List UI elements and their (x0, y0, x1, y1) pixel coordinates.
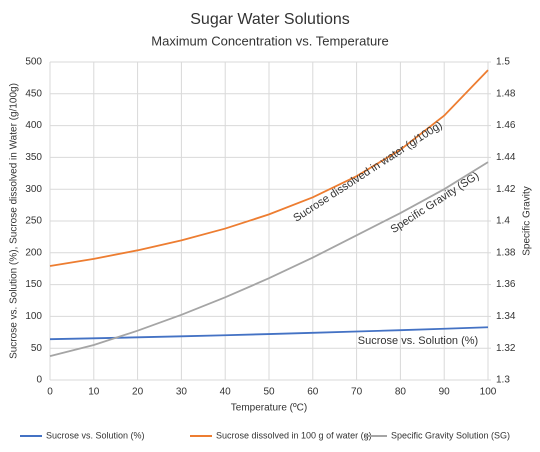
y2-tick-label: 1.46 (496, 120, 516, 131)
legend-label: Specific Gravity Solution (SG) (391, 430, 510, 440)
legend-label: Sucrose vs. Solution (%) (46, 430, 145, 440)
x-tick-label: 100 (480, 387, 497, 398)
line-series (49, 161, 489, 358)
x-tick-label: 60 (307, 387, 319, 398)
line-series (49, 69, 489, 267)
x-tick-label: 10 (88, 387, 100, 398)
chart-subtitle: Maximum Concentration vs. Temperature (151, 33, 388, 48)
x-tick-label: 70 (351, 387, 363, 398)
y-tick-label: 150 (25, 279, 42, 290)
y-tick-label: 0 (36, 375, 42, 386)
y2-tick-label: 1.4 (496, 216, 510, 227)
x-tick-label: 20 (132, 387, 144, 398)
y2-tick-label: 1.3 (496, 375, 510, 386)
y-tick-label: 300 (25, 184, 42, 195)
x-tick-label: 90 (439, 387, 451, 398)
x-tick-label: 50 (263, 387, 275, 398)
x-tick-label: 30 (176, 387, 188, 398)
line-series (49, 326, 489, 341)
chart-title: Sugar Water Solutions (190, 11, 349, 28)
y2-tick-label: 1.38 (496, 247, 516, 258)
y-tick-label: 350 (25, 152, 42, 163)
y2-tick-label: 1.32 (496, 343, 516, 354)
y2-tick-label: 1.44 (496, 152, 516, 163)
annotation: Specific Gravity (SG) (389, 170, 482, 236)
y-tick-label: 400 (25, 120, 42, 131)
annotation: Sucrose vs. Solution (%) (358, 335, 478, 347)
x-tick-label: 40 (220, 387, 232, 398)
y2-tick-label: 1.34 (496, 311, 516, 322)
y2-tick-label: 1.36 (496, 279, 516, 290)
y2-tick-label: 1.48 (496, 88, 516, 99)
y-tick-label: 50 (31, 343, 43, 354)
y2-tick-label: 1.42 (496, 184, 516, 195)
legend-label: Sucrose dissolved in 100 g of water (g) (216, 430, 372, 440)
y2-axis-label: Specific Gravity (522, 186, 533, 255)
y-tick-label: 250 (25, 216, 42, 227)
x-tick-label: 80 (395, 387, 407, 398)
y-tick-label: 500 (25, 57, 42, 68)
y-axis-label: Sucrose vs. Solution (%), Sucrose dissol… (9, 83, 20, 359)
y-tick-label: 200 (25, 247, 42, 258)
y2-tick-label: 1.5 (496, 57, 510, 68)
y-tick-label: 100 (25, 311, 42, 322)
x-tick-label: 0 (47, 387, 53, 398)
x-axis-label: Temperature (ºC) (231, 403, 307, 414)
y-tick-label: 450 (25, 88, 42, 99)
